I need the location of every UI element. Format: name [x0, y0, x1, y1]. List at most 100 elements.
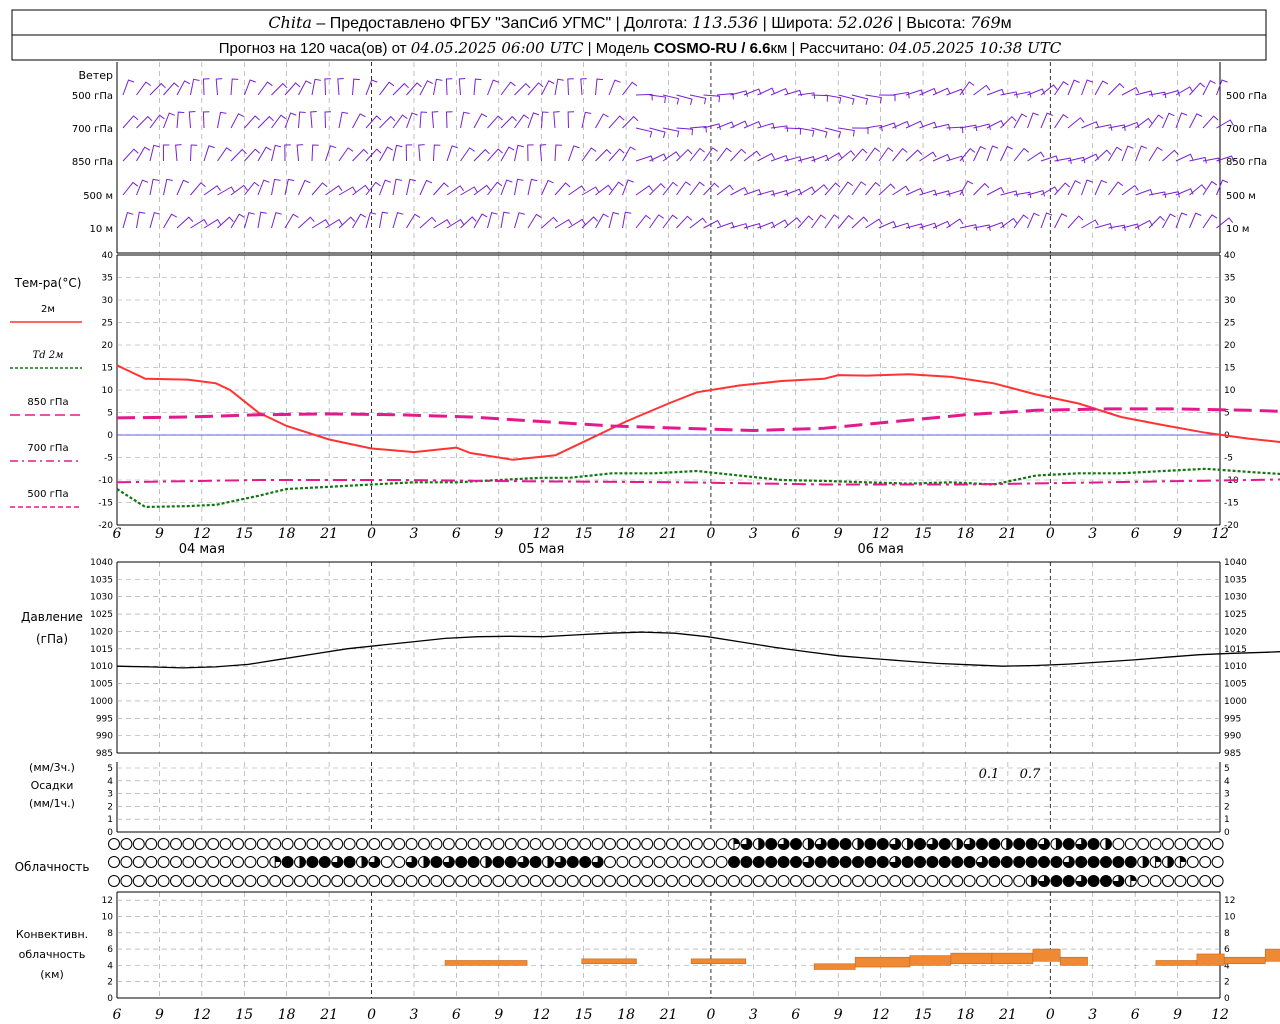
wind-barb [1148, 191, 1167, 198]
cloud-fill [1075, 875, 1087, 887]
wind-barb [406, 82, 422, 96]
cloud-symbol [1211, 856, 1224, 868]
press-ytick-left: 985 [96, 749, 113, 759]
temp-time-label: 12 [1211, 526, 1229, 542]
cloud-symbol [269, 875, 282, 887]
wind-barb [905, 187, 924, 196]
temp-ytick-right: -5 [1224, 454, 1233, 464]
cloud-fill [319, 856, 331, 868]
alt-label: | Высота: [893, 15, 970, 32]
cloud-symbol [976, 875, 988, 887]
wind-barb [838, 94, 855, 105]
press-ytick-right: 1025 [1224, 610, 1247, 620]
cloud-symbol [380, 875, 393, 887]
cloud-fill [926, 838, 938, 850]
cloud-fill [505, 856, 517, 868]
cloud-fill [1112, 875, 1124, 887]
cloud-symbol [269, 838, 282, 850]
cloud-fill [1100, 856, 1112, 868]
wind-barb [1162, 213, 1176, 229]
cloud-fill [1050, 856, 1062, 868]
cloud-symbol [157, 838, 170, 850]
precip-ytick-right: 4 [1224, 777, 1230, 787]
wind-barb [541, 111, 549, 129]
cloud-symbol [430, 838, 443, 850]
wind-barb [419, 80, 433, 96]
cloud-fill [740, 838, 752, 850]
cloud-symbol [740, 875, 753, 887]
conv-bar [581, 958, 637, 965]
wind-level-right: 500 гПа [1226, 91, 1267, 102]
cloud-fill [1063, 838, 1075, 850]
cloud-symbol [765, 875, 778, 887]
cloud-symbol [356, 875, 368, 887]
wind-barb [973, 224, 991, 231]
wind-barb [365, 148, 382, 162]
temp-ytick-right: 5 [1224, 409, 1230, 419]
wind-barb [892, 147, 908, 162]
precip-ytick-left: 3 [107, 790, 113, 800]
cloud-symbol [1124, 838, 1137, 850]
wind-barb [1175, 212, 1188, 229]
cloud-symbols [108, 838, 1224, 887]
wind-barb [973, 123, 991, 131]
cloud-symbol [641, 856, 654, 868]
wind-barb [838, 181, 853, 196]
wind-level-left: 700 гПа [72, 124, 113, 135]
header-box-1 [11, 9, 1267, 36]
cloud-symbol [145, 838, 158, 850]
cloud-fill [1075, 838, 1087, 850]
wind-barb [986, 88, 1005, 96]
wind-barb [1202, 180, 1218, 196]
wind-barb [379, 146, 393, 162]
wind-barb [824, 152, 843, 162]
cloud-fill [914, 856, 926, 868]
wind-barb [190, 144, 198, 162]
header: Chita – Предоставлено ФГБУ "ЗапСиб УГМС"… [219, 13, 1062, 57]
wind-barb [487, 79, 500, 96]
wind-barb [595, 184, 613, 196]
wind-barb [1162, 149, 1179, 162]
cloud-symbol [1137, 875, 1150, 887]
wind-barb [946, 218, 964, 229]
wind-barb [986, 120, 1005, 129]
wind-barb [1094, 124, 1113, 131]
wind-barb [1081, 153, 1099, 162]
wind-barb [446, 145, 458, 162]
cloud-symbol [715, 838, 728, 850]
wind-barb [824, 182, 841, 196]
cloud-symbol [418, 838, 430, 850]
cloud-symbol [566, 838, 579, 850]
wind-barb [217, 111, 227, 129]
cloud-symbol [566, 875, 579, 887]
wind-barb [149, 82, 166, 96]
wind-barb [608, 79, 621, 96]
cloud-fill [592, 856, 604, 868]
press-ytick-left: 1035 [90, 575, 113, 585]
wind-barb [743, 222, 762, 230]
temp-time-label: 6 [1131, 526, 1140, 542]
temp-ytick-left: 10 [102, 386, 114, 396]
cloud-symbol [418, 875, 430, 887]
cloud-symbol [653, 838, 666, 850]
wind-barb [1175, 153, 1194, 162]
wind-barb [202, 111, 210, 129]
conv-time-label: 9 [834, 1007, 843, 1023]
cloud-symbol [331, 838, 344, 850]
cloud-fill [492, 856, 504, 868]
cloud-symbol [628, 875, 641, 887]
cloud-label: Облачность [15, 860, 90, 874]
conv-time-label: 0 [706, 1007, 715, 1023]
wind-barb [919, 151, 937, 162]
wind-barb [1094, 149, 1112, 162]
press-ytick-right: 990 [1224, 732, 1241, 742]
precip-ytick-left: 0 [107, 828, 113, 838]
wind-barb [136, 81, 151, 96]
cloud-symbol [814, 875, 827, 887]
wind-barb [217, 216, 234, 229]
temp-time-label: 9 [1173, 526, 1182, 542]
wind-barb [1189, 113, 1203, 129]
wind-barb [541, 179, 554, 196]
wind-barb [716, 147, 732, 162]
cloud-symbol [1199, 838, 1212, 850]
